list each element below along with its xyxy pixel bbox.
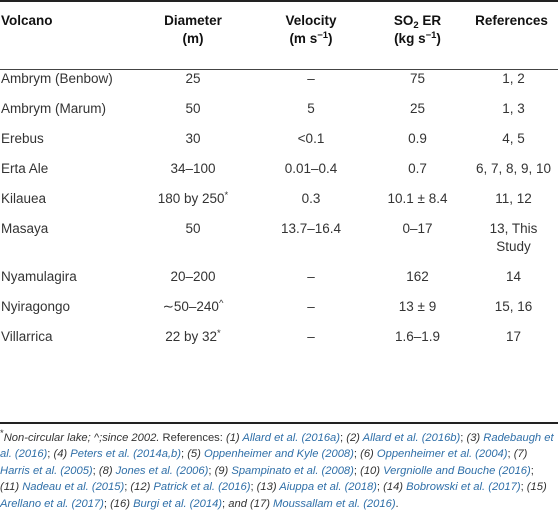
cell-volcano: Kilauea xyxy=(1,191,47,206)
cell-volcano: Erta Ale xyxy=(1,161,49,176)
top-rule xyxy=(0,0,558,2)
ref-link-1[interactable]: Allard et al. (2016a) xyxy=(242,432,341,444)
cell-so2: 25 xyxy=(409,101,426,116)
header-diameter: Diameter (m) xyxy=(164,13,222,46)
cell-diameter: 50 xyxy=(185,101,201,116)
table-row: Ambrym (Marum) 50 5 25 1, 3 xyxy=(0,94,558,124)
cell-velocity: 13.7–16.4 xyxy=(280,221,342,236)
header-references: References xyxy=(475,13,548,28)
ref-link-15[interactable]: Arellano et al. (2017) xyxy=(0,497,104,510)
table-row: Erta Ale 34–100 0.01–0.4 0.7 6, 7, 8, 9,… xyxy=(0,154,558,184)
cell-so2: 0–17 xyxy=(402,221,433,236)
cell-references: 15, 16 xyxy=(494,299,533,314)
table-row: Villarrica 22 by 32* – 1.6–1.9 17 xyxy=(0,322,558,352)
cell-velocity: 5 xyxy=(307,101,315,116)
cell-diameter: 34–100 xyxy=(170,161,216,176)
cell-references: 4, 5 xyxy=(502,131,525,146)
cell-so2: 162 xyxy=(406,269,429,284)
cell-references: 17 xyxy=(505,329,522,344)
cell-references: 14 xyxy=(505,269,522,284)
ref-link-12[interactable]: Patrick et al. (2016) xyxy=(153,481,251,494)
ref-link-2[interactable]: Allard et al. (2016b) xyxy=(362,432,461,444)
ref-link-7[interactable]: Harris et al. (2005) xyxy=(0,464,93,477)
table-row: Masaya 50 13.7–16.4 0–17 13, This Study xyxy=(0,214,558,262)
cell-volcano: Nyamulagira xyxy=(1,269,77,284)
cell-volcano: Erebus xyxy=(1,131,44,146)
cell-volcano: Masaya xyxy=(1,221,49,236)
bottom-rule xyxy=(0,422,558,424)
cell-diameter: 25 xyxy=(185,71,201,86)
cell-diameter: 22 by 32* xyxy=(165,328,221,344)
ref-link-14[interactable]: Bobrowski et al. (2017) xyxy=(406,481,521,494)
table-row: Ambrym (Benbow) 25 – 75 1, 2 xyxy=(0,57,558,94)
ref-link-5[interactable]: Oppenheimer and Kyle (2008) xyxy=(204,448,354,461)
cell-so2: 1.6–1.9 xyxy=(394,329,441,344)
cell-velocity: 0.3 xyxy=(301,191,321,206)
cell-velocity: <0.1 xyxy=(297,131,325,146)
ref-link-16[interactable]: Burgi et al. (2014) xyxy=(133,497,223,510)
header-so2-er: SO2 ER (kg s−1) xyxy=(393,13,442,46)
header-velocity: Velocity (m s−1) xyxy=(285,13,337,46)
ref-link-11[interactable]: Nadeau et al. (2015) xyxy=(22,481,125,494)
cell-references: 6, 7, 8, 9, 10 xyxy=(475,161,552,176)
cell-so2: 75 xyxy=(409,71,426,86)
cell-velocity: – xyxy=(307,329,315,344)
table-footnote: *Non-circular lake; ^;since 2002. Refere… xyxy=(0,428,554,510)
ref-link-10[interactable]: Vergniolle and Bouche (2016) xyxy=(383,464,531,477)
cell-so2: 0.7 xyxy=(408,161,427,176)
ref-link-3[interactable]: Radebaugh et al. (2016) xyxy=(0,432,554,461)
cell-volcano: Nyiragongo xyxy=(1,299,71,314)
cell-so2: 13 ± 9 xyxy=(398,299,437,314)
ref-link-13[interactable]: Aiuppa et al. (2018) xyxy=(279,481,377,494)
cell-so2: 0.9 xyxy=(408,131,427,146)
cell-velocity: 0.01–0.4 xyxy=(284,161,338,176)
header-row: Volcano Diameter (m) Velocity (m s−1) SO2 … xyxy=(0,0,558,57)
cell-diameter: 50 xyxy=(185,221,201,236)
cell-diameter: 20–200 xyxy=(170,269,216,284)
cell-velocity: – xyxy=(307,299,315,314)
header-rule xyxy=(0,69,558,70)
cell-references: 11, 12 xyxy=(495,191,532,206)
cell-so2: 10.1 ± 8.4 xyxy=(387,191,448,206)
table-row: Kilauea 180 by 250* 0.3 10.1 ± 8.4 11, 1… xyxy=(0,184,558,214)
cell-diameter: ∼50–240^ xyxy=(162,298,224,314)
ref-link-17[interactable]: Moussallam et al. (2016) xyxy=(273,497,396,510)
cell-diameter: 30 xyxy=(185,131,201,146)
cell-volcano: Ambrym (Benbow) xyxy=(1,71,113,86)
cell-volcano: Ambrym (Marum) xyxy=(1,101,106,116)
cell-references: 1, 3 xyxy=(502,101,525,116)
table-row: Erebus 30 <0.1 0.9 4, 5 xyxy=(0,124,558,154)
header-volcano: Volcano xyxy=(1,13,53,28)
cell-references: 13, This Study xyxy=(489,221,538,254)
cell-velocity: – xyxy=(307,269,315,284)
cell-references: 1, 2 xyxy=(502,71,525,86)
table-row: Nyamulagira 20–200 – 162 14 xyxy=(0,262,558,292)
cell-velocity: – xyxy=(307,71,315,86)
ref-link-9[interactable]: Spampinato et al. (2008) xyxy=(231,464,354,477)
ref-link-8[interactable]: Jones et al. (2006) xyxy=(115,464,209,477)
ref-link-4[interactable]: Peters et al. (2014a,b) xyxy=(70,448,181,461)
ref-link-6[interactable]: Oppenheimer et al. (2004) xyxy=(376,448,508,461)
cell-volcano: Villarrica xyxy=(1,329,53,344)
cell-diameter: 180 by 250* xyxy=(157,190,229,206)
table-row: Nyiragongo ∼50–240^ – 13 ± 9 15, 16 xyxy=(0,292,558,322)
volcano-table: Volcano Diameter (m) Velocity (m s−1) SO2 … xyxy=(0,0,558,352)
